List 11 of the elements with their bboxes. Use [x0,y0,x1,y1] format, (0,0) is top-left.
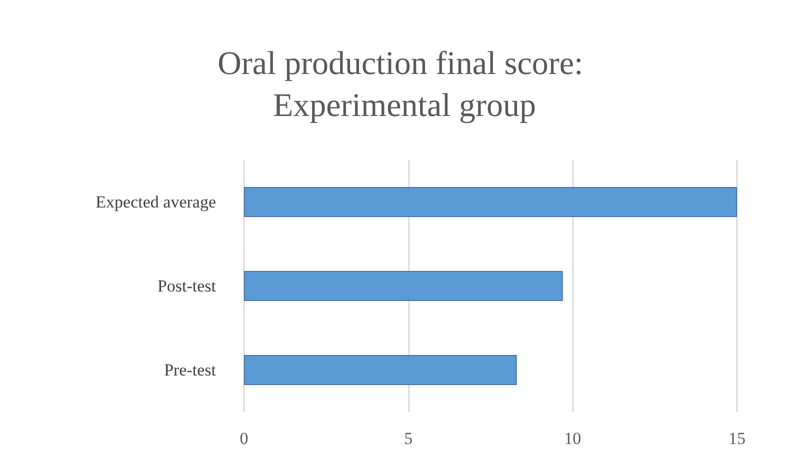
x-tick-label: 15 [728,429,746,448]
y-tick-label: Expected average [96,192,216,212]
x-tick-label: 5 [404,429,413,448]
chart-title: Oral production final score: Experimental group [218,46,592,124]
x-tick-label: 0 [240,429,248,448]
bar [244,187,737,217]
bar [244,355,517,385]
x-tick-label: 10 [564,429,582,448]
y-tick-label: Pre-test [164,360,216,380]
y-tick-label: Post-test [157,276,216,296]
bar [244,271,563,301]
